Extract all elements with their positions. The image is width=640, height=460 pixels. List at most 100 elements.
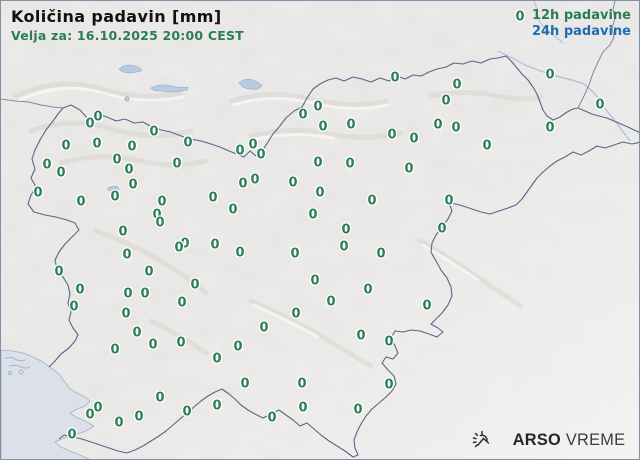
station-value[interactable]: 0 [177, 295, 187, 311]
station-value[interactable]: 0 [122, 247, 132, 263]
station-value[interactable]: 0 [208, 190, 218, 206]
station-value[interactable]: 0 [339, 239, 349, 255]
station-value[interactable]: 0 [180, 236, 190, 252]
station-value[interactable]: 0 [127, 139, 137, 155]
station-value[interactable]: 0 [132, 325, 142, 341]
station-value[interactable]: 0 [235, 143, 245, 159]
station-value[interactable]: 0 [313, 155, 323, 171]
station-value[interactable]: 0 [228, 202, 238, 218]
station-value[interactable]: 0 [367, 193, 377, 209]
station-value[interactable]: 0 [112, 152, 122, 168]
station-value[interactable]: 0 [298, 400, 308, 416]
legend-item-24h[interactable]: 24h padavine [531, 24, 631, 40]
station-value[interactable]: 0 [433, 117, 443, 133]
station-value[interactable]: 0 [363, 282, 373, 298]
station-value[interactable]: 0 [210, 237, 220, 253]
station-value[interactable]: 0 [452, 77, 462, 93]
station-value[interactable]: 0 [288, 175, 298, 191]
station-value[interactable]: 0 [444, 193, 454, 209]
station-value[interactable]: 0 [267, 410, 277, 426]
station-value[interactable]: 0 [376, 246, 386, 262]
station-value[interactable]: 0 [353, 402, 363, 418]
station-value[interactable]: 0 [148, 337, 158, 353]
station-value[interactable]: 0 [482, 138, 492, 154]
station-value[interactable]: 0 [315, 185, 325, 201]
station-value[interactable]: 0 [176, 335, 186, 351]
station-value[interactable]: 0 [308, 207, 318, 223]
station-value[interactable]: 0 [515, 9, 525, 25]
station-value[interactable]: 0 [297, 376, 307, 392]
station-value[interactable]: 0 [93, 109, 103, 125]
station-value[interactable]: 0 [238, 176, 248, 192]
station-value[interactable]: 0 [149, 124, 159, 140]
station-value[interactable]: 0 [174, 240, 184, 256]
station-value[interactable]: 0 [42, 157, 52, 173]
station-value[interactable]: 0 [128, 177, 138, 193]
station-value[interactable]: 0 [56, 165, 66, 181]
station-value[interactable]: 0 [140, 286, 150, 302]
station-value[interactable]: 0 [346, 117, 356, 133]
legend-item-12h[interactable]: 12h padavine [531, 8, 631, 23]
station-value[interactable]: 0 [326, 294, 336, 310]
station-value[interactable]: 0 [33, 185, 43, 201]
station-value[interactable]: 0 [233, 339, 243, 355]
station-value[interactable]: 0 [310, 273, 320, 289]
station-value[interactable]: 0 [384, 377, 394, 393]
station-value[interactable]: 0 [121, 306, 131, 322]
station-value[interactable]: 0 [240, 376, 250, 392]
station-value[interactable]: 0 [437, 221, 447, 237]
station-value[interactable]: 0 [235, 245, 245, 261]
station-value[interactable]: 0 [190, 277, 200, 293]
station-value[interactable]: 0 [390, 70, 400, 86]
station-value[interactable]: 0 [92, 136, 102, 152]
station-value[interactable]: 0 [134, 409, 144, 425]
station-value[interactable]: 0 [182, 404, 192, 420]
station-value[interactable]: 0 [212, 351, 222, 367]
station-value[interactable]: 0 [290, 246, 300, 262]
station-value[interactable]: 0 [404, 161, 414, 177]
station-value[interactable]: 0 [85, 116, 95, 132]
station-value[interactable]: 0 [384, 334, 394, 350]
station-value[interactable]: 0 [93, 400, 103, 416]
station-value[interactable]: 0 [155, 390, 165, 406]
station-value[interactable]: 0 [313, 99, 323, 115]
station-value[interactable]: 0 [409, 131, 419, 147]
station-value[interactable]: 0 [157, 194, 167, 210]
station-value[interactable]: 0 [183, 135, 193, 151]
station-value[interactable]: 0 [318, 119, 328, 135]
station-value[interactable]: 0 [298, 107, 308, 123]
station-value[interactable]: 0 [85, 407, 95, 423]
station-value[interactable]: 0 [67, 427, 77, 443]
station-value[interactable]: 0 [422, 298, 432, 314]
station-value[interactable]: 0 [451, 120, 461, 136]
station-value[interactable]: 0 [172, 156, 182, 172]
station-value[interactable]: 0 [212, 398, 222, 414]
station-value[interactable]: 0 [114, 415, 124, 431]
station-value[interactable]: 0 [341, 222, 351, 238]
station-value[interactable]: 0 [76, 194, 86, 210]
station-value[interactable]: 0 [61, 138, 71, 154]
station-value[interactable]: 0 [356, 328, 366, 344]
station-value[interactable]: 0 [441, 93, 451, 109]
station-value[interactable]: 0 [595, 97, 605, 113]
station-value[interactable]: 0 [256, 147, 266, 163]
station-value[interactable]: 0 [387, 127, 397, 143]
station-value[interactable]: 0 [545, 120, 555, 136]
station-value[interactable]: 0 [250, 172, 260, 188]
station-value[interactable]: 0 [123, 286, 133, 302]
station-value[interactable]: 0 [248, 137, 258, 153]
station-value[interactable]: 0 [110, 189, 120, 205]
station-value[interactable]: 0 [124, 162, 134, 178]
station-value[interactable]: 0 [155, 215, 165, 231]
station-value[interactable]: 0 [75, 282, 85, 298]
station-value[interactable]: 0 [259, 320, 269, 336]
station-value[interactable]: 0 [144, 264, 154, 280]
station-value[interactable]: 0 [345, 156, 355, 172]
station-value[interactable]: 0 [152, 207, 162, 223]
station-value[interactable]: 0 [69, 299, 79, 315]
station-value[interactable]: 0 [54, 264, 64, 280]
station-value[interactable]: 0 [110, 342, 120, 358]
station-value[interactable]: 0 [118, 224, 128, 240]
station-value[interactable]: 0 [291, 306, 301, 322]
station-value[interactable]: 0 [545, 67, 555, 83]
